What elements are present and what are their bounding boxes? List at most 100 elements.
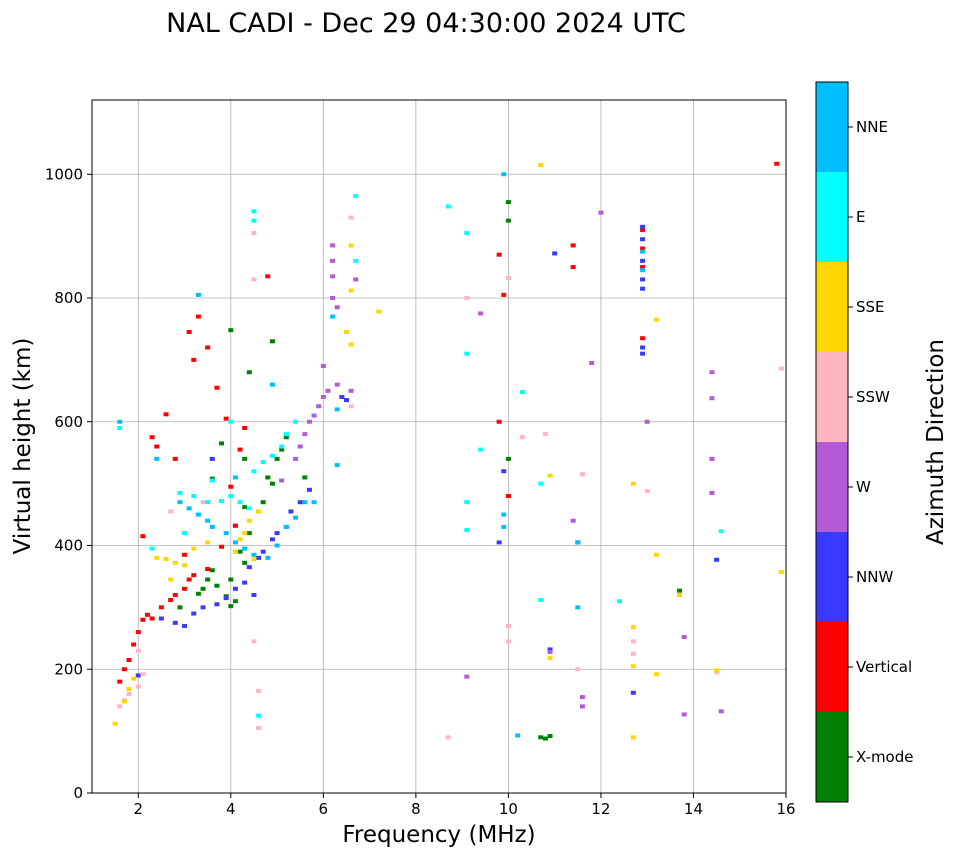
data-point-sse	[237, 537, 243, 542]
data-point-w	[320, 395, 326, 399]
data-point-nnw	[552, 251, 558, 256]
data-point-nnw	[640, 345, 646, 350]
data-point-ssw	[251, 231, 257, 236]
data-point-ssw	[251, 639, 257, 644]
data-point-nnw	[306, 487, 312, 492]
data-point-nnw	[274, 531, 280, 536]
data-point-ssw	[251, 277, 257, 282]
data-point-nne	[283, 524, 289, 529]
data-point-nnw	[288, 509, 294, 514]
data-point-sse	[172, 560, 178, 565]
data-point-x-mode	[209, 568, 215, 573]
data-point-nnw	[640, 351, 646, 356]
data-point-w	[709, 370, 715, 375]
colorbar-tick-label: E	[856, 208, 865, 226]
data-point-sse	[653, 552, 659, 557]
data-point-sse	[205, 540, 211, 545]
data-point-vertical	[140, 534, 146, 539]
data-point-vertical	[219, 544, 225, 549]
x-tick-label: 12	[591, 800, 610, 818]
data-point-vertical	[640, 265, 646, 270]
x-tick-label: 16	[776, 800, 795, 818]
data-point-vertical	[640, 246, 646, 251]
data-point-x-mode	[547, 734, 553, 739]
data-point-nne	[269, 382, 275, 387]
data-point-ssw	[778, 366, 784, 371]
data-point-vertical	[117, 679, 123, 684]
data-point-nne	[334, 407, 340, 412]
chart-title: NAL CADI - Dec 29 04:30:00 2024 UTC	[166, 8, 686, 39]
data-point-e	[117, 425, 123, 430]
data-point-ssw	[445, 735, 451, 740]
colorbar-tick-label: Vertical	[856, 658, 912, 676]
data-point-x-mode	[242, 456, 248, 461]
data-point-sse	[714, 668, 720, 673]
data-point-e	[177, 490, 183, 495]
data-point-nne	[242, 546, 248, 551]
data-point-sse	[191, 546, 197, 551]
data-point-nne	[311, 500, 317, 505]
y-tick-label: 400	[54, 537, 83, 555]
data-point-x-mode	[228, 577, 234, 582]
data-point-w	[709, 490, 715, 495]
data-point-nne	[117, 419, 123, 424]
data-point-nnw	[232, 586, 238, 591]
data-point-w	[353, 277, 359, 282]
data-point-vertical	[121, 667, 127, 672]
data-point-vertical	[163, 412, 169, 417]
data-point-x-mode	[246, 370, 252, 375]
data-point-sse	[154, 555, 160, 560]
data-point-sse	[168, 577, 174, 582]
data-point-e	[538, 597, 544, 602]
data-point-sse	[376, 309, 382, 314]
data-point-nne	[515, 733, 521, 738]
x-tick-label: 4	[226, 800, 236, 818]
data-point-sse	[653, 672, 659, 677]
data-point-ssw	[575, 667, 581, 672]
data-point-vertical	[154, 444, 160, 449]
data-point-vertical	[205, 345, 211, 350]
data-point-ssw	[519, 435, 525, 440]
colorbar-label: Azimuth Direction	[923, 339, 949, 545]
data-point-nne	[209, 524, 215, 529]
data-point-e	[182, 531, 188, 536]
data-point-vertical	[640, 227, 646, 232]
data-point-w	[579, 704, 585, 709]
data-point-w	[279, 478, 285, 483]
data-point-e	[237, 500, 243, 505]
data-point-vertical	[149, 616, 155, 621]
data-point-ssw	[135, 684, 141, 689]
data-point-x-mode	[246, 531, 252, 536]
colorbar-segment-w	[816, 442, 848, 532]
data-point-vertical	[158, 605, 164, 610]
y-axis-label: Virtual height (km)	[10, 338, 36, 555]
data-point-vertical	[265, 274, 271, 279]
data-point-w	[579, 695, 585, 700]
data-point-nne	[330, 314, 336, 319]
data-point-w	[589, 360, 595, 365]
data-point-nne	[501, 524, 507, 529]
data-point-nnw	[640, 237, 646, 242]
x-tick-label: 2	[133, 800, 143, 818]
data-point-nnw	[640, 277, 646, 282]
y-tick-label: 800	[54, 289, 83, 307]
data-point-w	[293, 456, 299, 461]
data-point-e	[478, 447, 484, 452]
colorbar-segment-ssw	[816, 352, 848, 442]
x-axis-label: Frequency (MHz)	[342, 822, 535, 848]
data-point-e	[464, 500, 470, 505]
data-point-nne	[205, 518, 211, 523]
data-point-x-mode	[195, 591, 201, 596]
colorbar-tick-label: SSW	[856, 388, 890, 406]
data-point-sse	[677, 593, 683, 597]
data-point-sse	[348, 342, 354, 347]
data-point-x-mode	[232, 599, 238, 604]
data-point-nne	[334, 463, 340, 468]
data-point-vertical	[505, 494, 511, 498]
plot-points	[112, 161, 784, 741]
data-point-nnw	[640, 224, 646, 229]
data-point-x-mode	[205, 577, 211, 582]
data-point-ssw	[505, 276, 511, 281]
data-point-sse	[163, 557, 169, 562]
data-point-nnw	[242, 580, 248, 585]
